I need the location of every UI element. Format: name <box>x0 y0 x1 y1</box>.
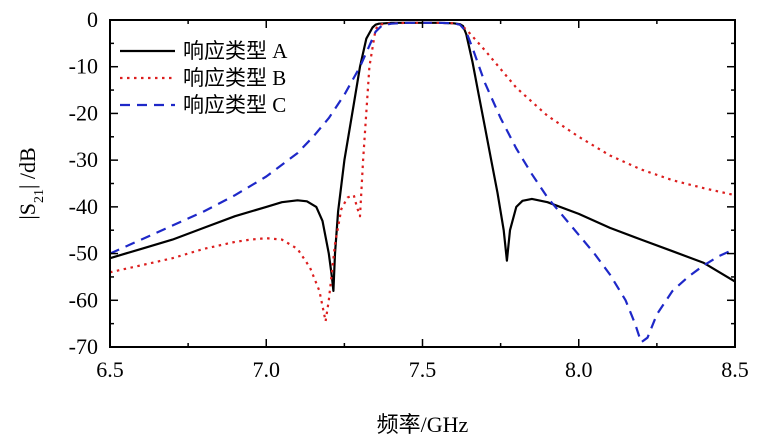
series-line-2 <box>109 21 736 323</box>
x-tick-label: 7.0 <box>253 357 281 382</box>
series-curves <box>109 21 736 344</box>
y-tick-label: -30 <box>69 147 98 172</box>
y-tick-label: -20 <box>69 100 98 125</box>
series-line-3 <box>109 21 736 344</box>
y-axis-title-sub: 21 <box>32 189 47 203</box>
legend-label-3: 响应类型 C <box>183 93 286 117</box>
y-axis-title: |S21| /dB <box>15 147 47 219</box>
legend-label-1: 响应类型 A <box>183 39 288 63</box>
tick-labels: 6.5 7.0 7.5 8.0 8.5 0 -10 -20 -30 -40 -50 -60 -70 <box>69 7 749 382</box>
x-tick-label: 8.0 <box>565 357 593 382</box>
x-axis-title: 频率/GHz <box>377 412 469 437</box>
y-tick-label: -50 <box>69 241 98 266</box>
series-line-1 <box>109 21 736 292</box>
legend-label-2: 响应类型 B <box>183 66 286 90</box>
legend: 响应类型 A 响应类型 B 响应类型 C <box>120 39 288 117</box>
y-tick-label: -40 <box>69 194 98 219</box>
x-tick-label: 7.5 <box>409 357 437 382</box>
plot-frame <box>109 19 736 348</box>
y-tick-label: -70 <box>69 334 98 359</box>
y-tick-label: -10 <box>69 54 98 79</box>
y-axis-title-pre: |S <box>15 203 40 220</box>
y-tick-label: -60 <box>69 287 98 312</box>
x-tick-label: 8.5 <box>721 357 749 382</box>
y-tick-label: 0 <box>87 7 98 32</box>
x-tick-label: 6.5 <box>96 357 124 382</box>
y-axis-title-post: | /dB <box>15 147 40 189</box>
